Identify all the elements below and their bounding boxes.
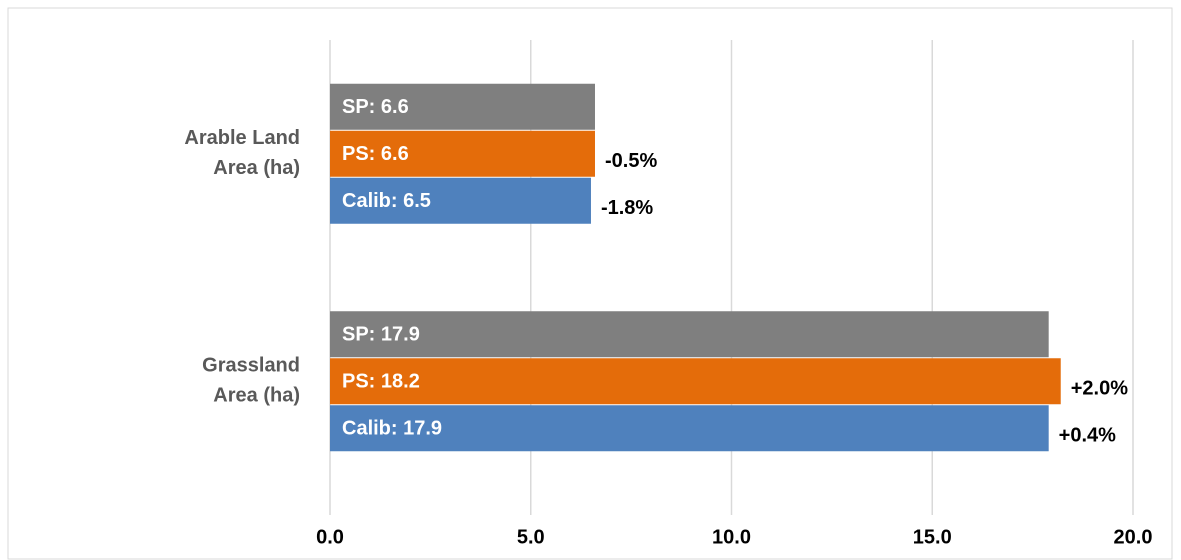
- x-tick-label: 0.0: [316, 526, 344, 548]
- bar: [330, 130, 595, 177]
- value-label: Calib: 17.9: [342, 418, 442, 440]
- y-tick-label-line: Grassland: [202, 355, 300, 377]
- bar: [330, 405, 1049, 452]
- value-label: PS: 18.2: [342, 371, 420, 393]
- y-tick-label: Arable Land Area (ha): [184, 127, 300, 179]
- x-tick-label: 20.0: [1114, 526, 1153, 548]
- value-label: SP: 17.9: [342, 324, 420, 346]
- change-label: -0.5%: [605, 150, 657, 172]
- bar: [330, 177, 591, 224]
- x-tick-label: 5.0: [517, 526, 545, 548]
- y-tick-label-line: Arable Land: [184, 127, 300, 149]
- y-tick-label-line: Area (ha): [213, 385, 300, 407]
- x-tick-label: 15.0: [913, 526, 952, 548]
- bar: [330, 358, 1061, 405]
- x-tick-label: 10.0: [712, 526, 751, 548]
- change-label: +0.4%: [1059, 425, 1116, 447]
- bar: [330, 311, 1049, 358]
- value-label: Calib: 6.5: [342, 190, 431, 212]
- value-label: SP: 6.6: [342, 96, 409, 118]
- value-label: PS: 6.6: [342, 143, 409, 165]
- bar: [330, 83, 595, 130]
- y-tick-label: Grassland Area (ha): [202, 355, 300, 407]
- change-label: +2.0%: [1071, 378, 1128, 400]
- change-label: -1.8%: [601, 197, 653, 219]
- y-tick-label-line: Area (ha): [213, 157, 300, 179]
